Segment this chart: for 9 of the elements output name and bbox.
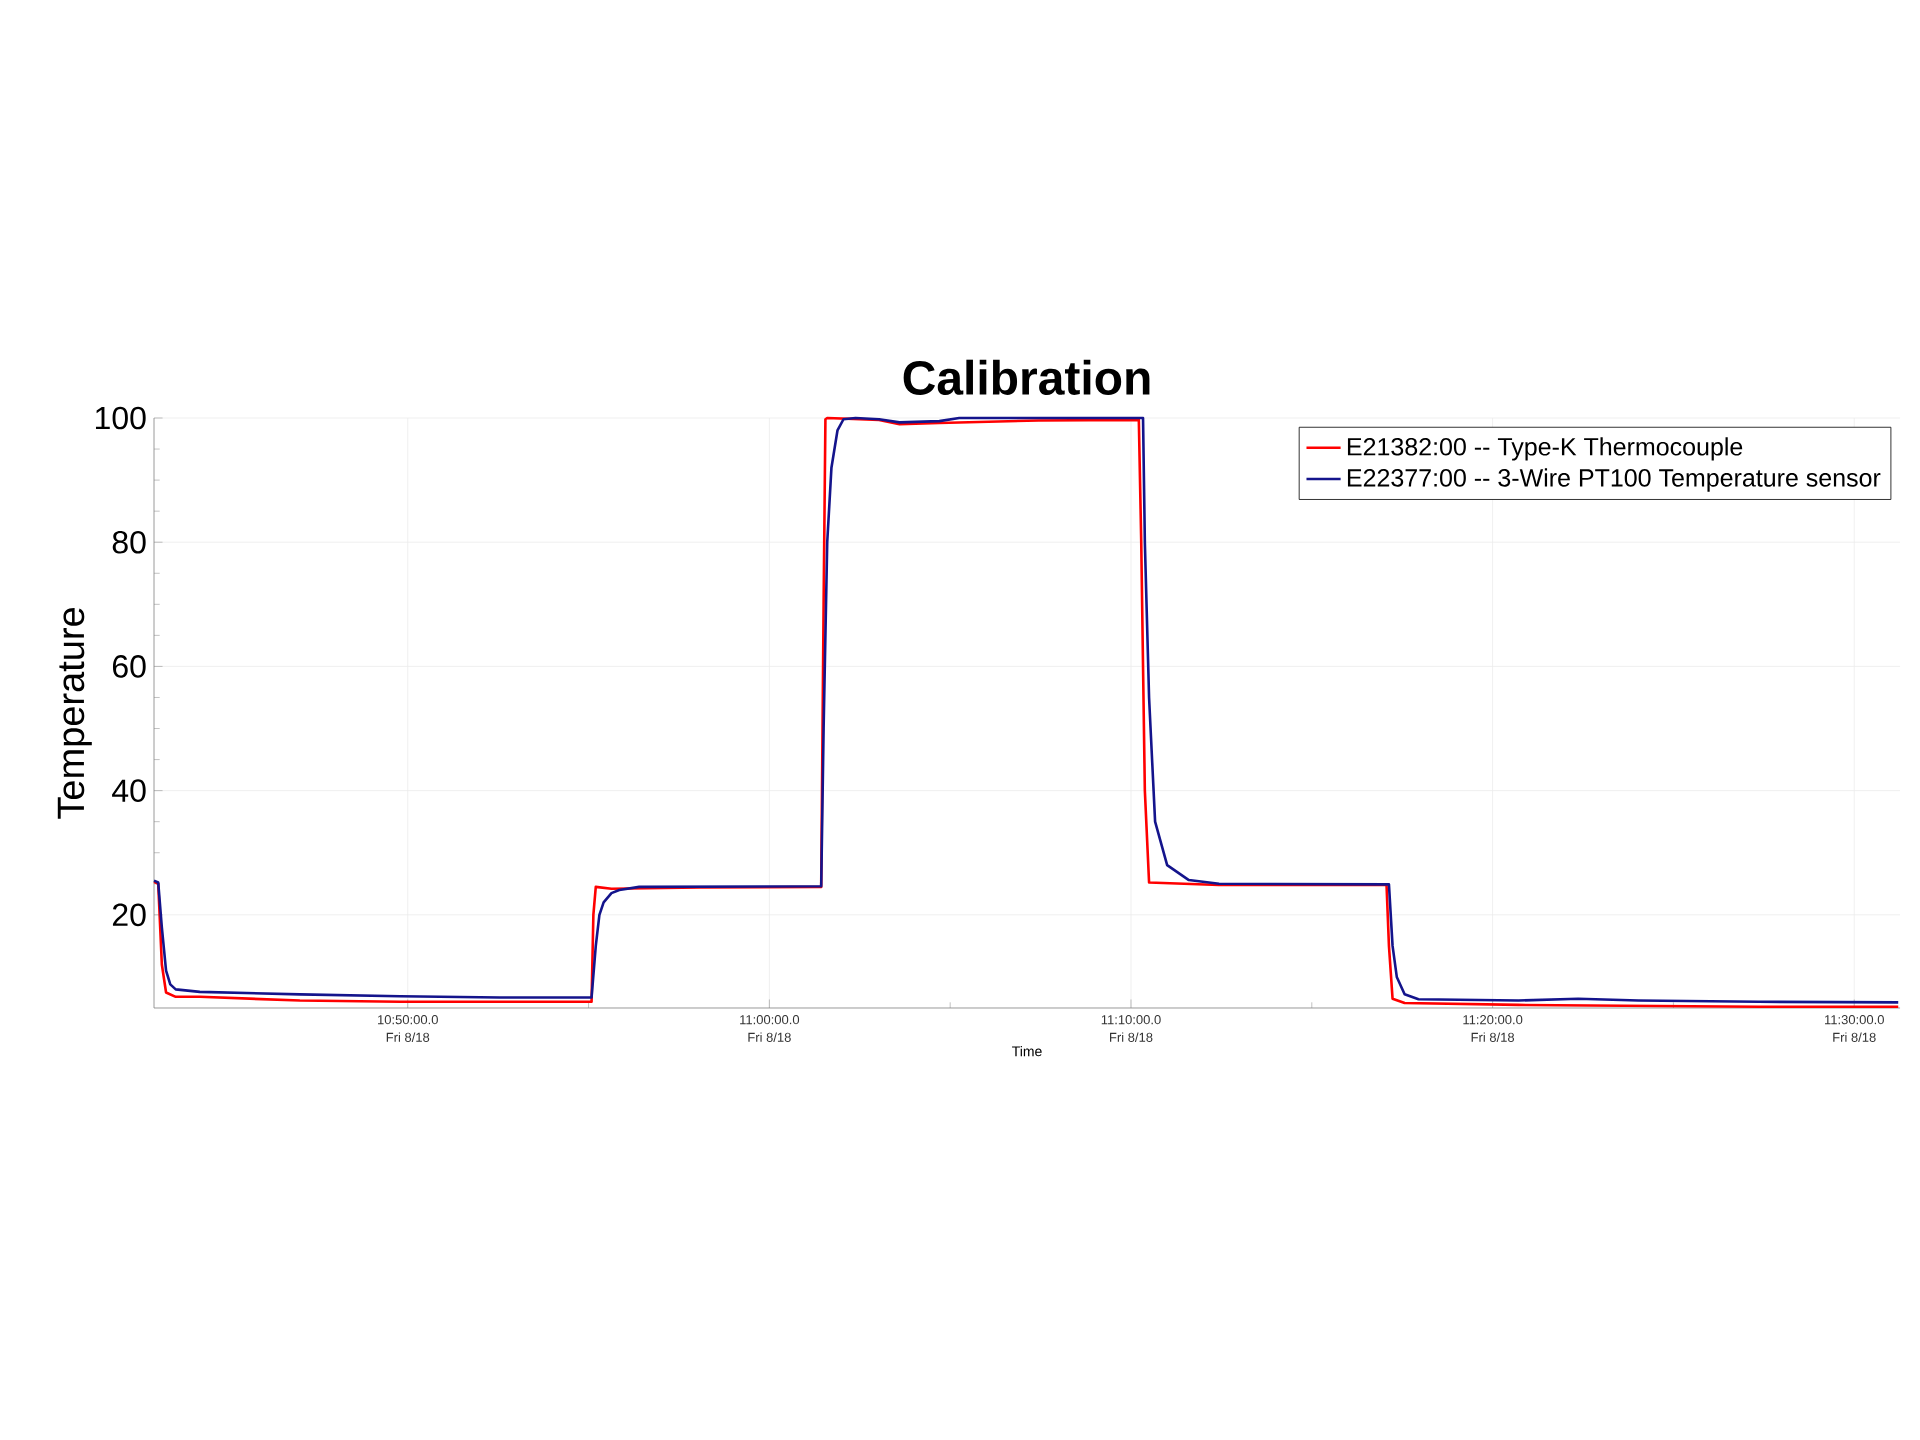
- legend-label: E22377:00 -- 3-Wire PT100 Temperature sensor: [1347, 468, 1881, 492]
- chart-title: Calibration: [903, 359, 1150, 395]
- y-tick-label: 40: [112, 779, 146, 802]
- legend-label: E21382:00 -- Type-K Thermocouple: [1347, 437, 1743, 461]
- y-tick-label: 80: [112, 530, 146, 554]
- y-tick-label: 100: [95, 406, 146, 430]
- y-tick-label: 60: [112, 655, 146, 678]
- y-tick-label: 20: [112, 903, 146, 927]
- y-axis-title: Temperature: [57, 608, 92, 819]
